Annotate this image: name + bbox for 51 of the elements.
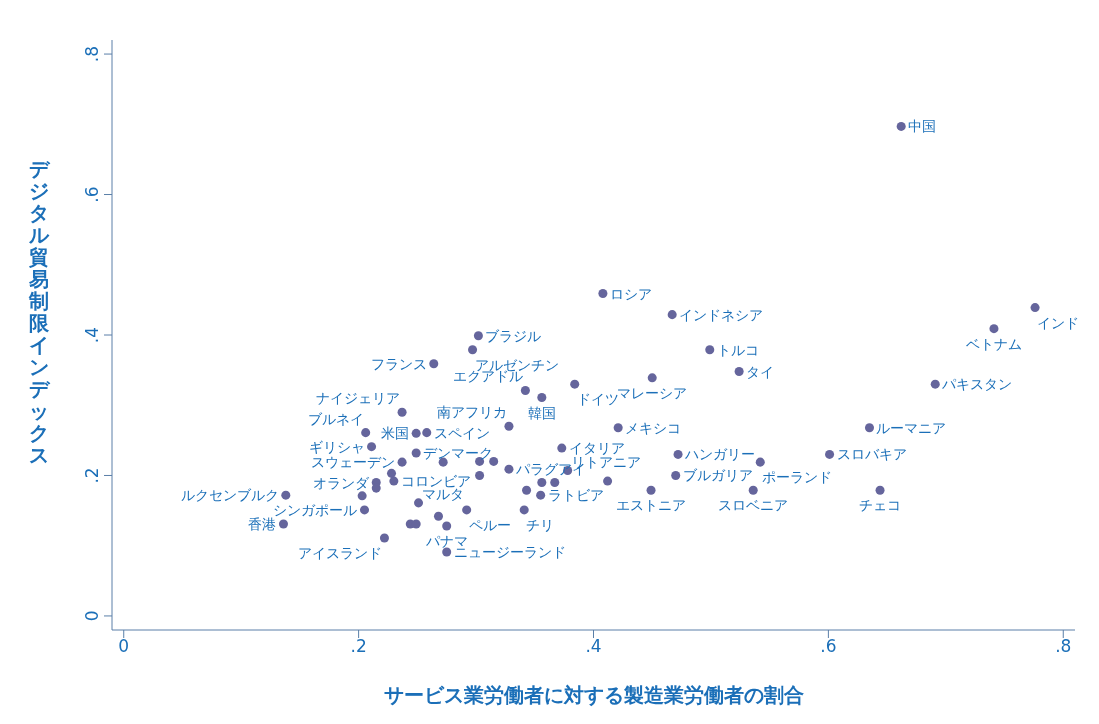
annotation: トルコ xyxy=(716,341,759,358)
annotation: ブルネイ xyxy=(307,410,364,427)
x-tick-label: .6 xyxy=(820,636,837,657)
annotation: 南アフリカ xyxy=(436,404,507,421)
annotation: ルーマニア xyxy=(876,419,947,436)
annotation: イタリア xyxy=(568,440,625,457)
annotation: ブルガリア xyxy=(682,467,753,484)
annotation: スペイン xyxy=(433,424,490,441)
annotation: ブラジル xyxy=(485,327,542,344)
annotation: メキシコ xyxy=(625,419,682,436)
y-tick-label: .4 xyxy=(82,326,102,344)
x-axis-title: サービス業労働者に対する製造業労働者の割合 xyxy=(383,683,804,707)
annotation: ハンガリー xyxy=(684,446,756,463)
annotation: スウェーデン xyxy=(311,454,396,471)
annotation: インド xyxy=(1037,314,1080,331)
annotation: チリ xyxy=(526,516,555,533)
x-tick-label: .2 xyxy=(350,636,367,657)
annotation: ベトナム xyxy=(965,335,1022,352)
annotation: ルクセンブルク xyxy=(180,487,279,504)
y-tick-label: .8 xyxy=(82,45,102,63)
text: デジタル貿易制限インデックス xyxy=(29,157,49,467)
annotation: 韓国 xyxy=(527,404,556,421)
annotation: ラトビア xyxy=(547,487,604,504)
annotation: 香港 xyxy=(248,515,277,532)
annotation: ポーランド xyxy=(762,469,833,486)
annotation: チェコ xyxy=(859,497,902,514)
annotation: 中国 xyxy=(908,118,937,135)
annotation: 米国 xyxy=(381,425,410,442)
x-tick-label: .8 xyxy=(1055,636,1072,657)
y-tick-label: .2 xyxy=(82,467,102,484)
annotation: シンガポール xyxy=(273,501,358,518)
annotation: ペルー xyxy=(468,516,511,533)
annotation: スロベニア xyxy=(718,497,789,514)
annotation: オランダ xyxy=(313,474,371,491)
annotation: エストニア xyxy=(616,497,687,514)
annotation: ドイツ xyxy=(576,391,619,408)
annotation: インドネシア xyxy=(679,306,764,323)
y-tick-label: 0 xyxy=(82,610,102,622)
annotation: タイ xyxy=(746,363,775,380)
annotation: ナイジェリア xyxy=(316,390,401,407)
annotation: スロバキア xyxy=(836,446,907,463)
annotation: ロシア xyxy=(609,285,652,302)
annotation: パキスタン xyxy=(941,376,1013,393)
x-tick-label: 0 xyxy=(118,636,130,657)
x-tick-label: .4 xyxy=(585,636,602,657)
annotation: アイスランド xyxy=(298,544,383,561)
annotation: ギリシャ xyxy=(308,438,365,455)
annotation: デンマーク xyxy=(423,445,494,461)
annotation: マレーシア xyxy=(617,384,688,401)
annotation: フランス xyxy=(370,355,427,372)
y-tick-label: .6 xyxy=(82,186,102,203)
